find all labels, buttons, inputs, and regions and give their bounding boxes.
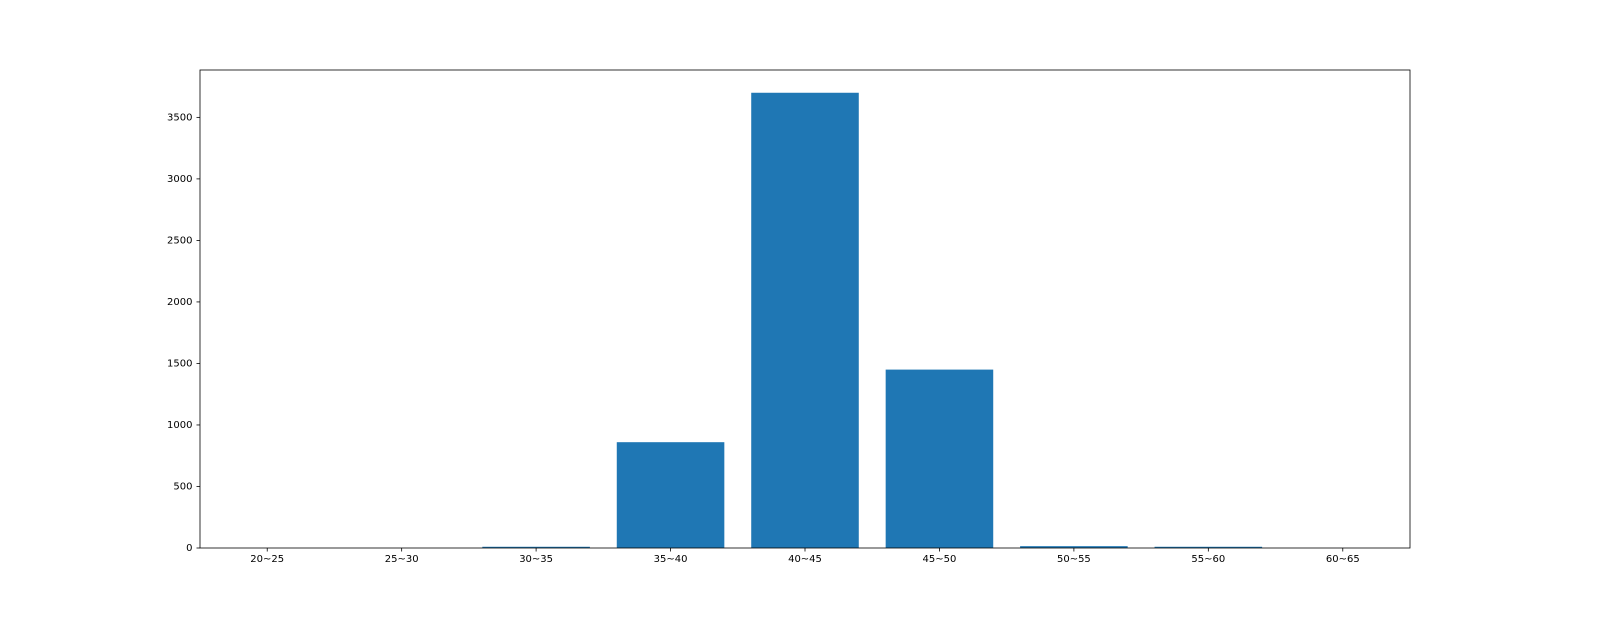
y-tick-label: 2000 [167,297,192,308]
bar-chart: 0 500 1000 1500 2000 2500 3000 3500 20~25 25~30 30… [0,0,1600,640]
bar [886,370,994,548]
chart-svg: 0 500 1000 1500 2000 2500 3000 3500 20~25 25~30 30… [0,0,1600,640]
y-tick-label: 0 [186,543,192,554]
y-tick-label: 1000 [167,420,192,431]
y-tick-label: 3500 [167,112,192,123]
x-tick-label: 45~50 [923,554,957,565]
x-tick-label: 25~30 [385,554,419,565]
y-tick-label: 1500 [167,358,192,369]
x-tick-label: 60~65 [1326,554,1360,565]
x-tick-label: 40~45 [788,554,822,565]
y-tick-label: 3000 [167,174,192,185]
x-tick-label: 55~60 [1191,554,1225,565]
x-tick-label: 20~25 [250,554,284,565]
y-tick-label: 500 [173,481,192,492]
x-tick-label: 50~55 [1057,554,1091,565]
x-tick-label: 35~40 [654,554,688,565]
x-tick-label: 30~35 [519,554,553,565]
bar [751,93,859,548]
bar [617,442,725,548]
y-tick-label: 2500 [167,235,192,246]
